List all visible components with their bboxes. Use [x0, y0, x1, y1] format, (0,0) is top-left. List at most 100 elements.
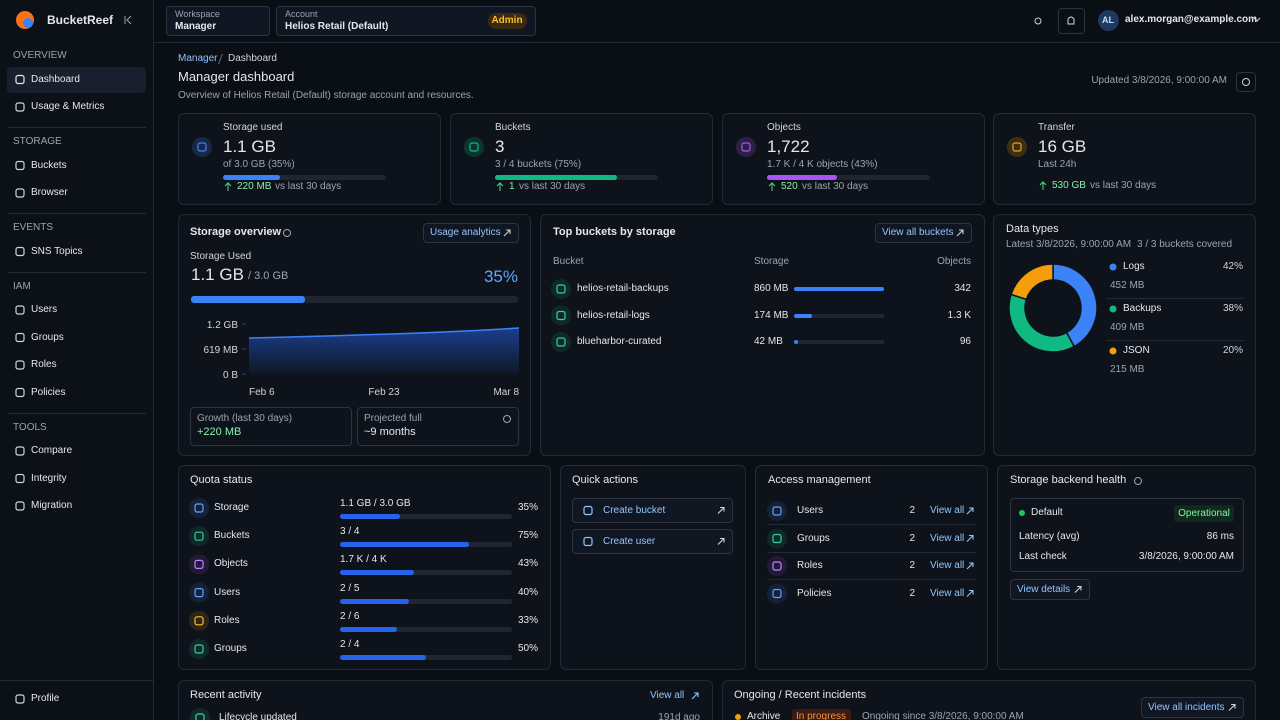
nav-item[interactable]: Profile	[31, 693, 60, 704]
text[interactable]: Create user	[603, 535, 656, 547]
text: 2	[909, 587, 915, 599]
link[interactable]: View all	[930, 532, 965, 544]
button[interactable]	[1141, 697, 1244, 718]
nav-item[interactable]: Groups	[31, 331, 64, 343]
nav-active[interactable]	[7, 66, 146, 93]
theme-icon	[1034, 17, 1042, 25]
text: Storage used	[223, 122, 283, 133]
text[interactable]: blueharbor-curated	[577, 336, 662, 347]
link[interactable]: View all	[650, 690, 685, 701]
bar-track	[767, 175, 930, 180]
text: 96	[959, 336, 971, 347]
action-button[interactable]	[572, 498, 733, 523]
text: Transfer	[1038, 122, 1075, 133]
bar-track	[340, 514, 512, 519]
nav-item[interactable]: Users	[31, 304, 58, 315]
text: Quick actions	[572, 474, 639, 487]
divider	[8, 213, 146, 214]
brand: BucketReef	[47, 12, 114, 27]
text: 215 MB	[1110, 364, 1145, 375]
section-title: TOOLS	[13, 421, 47, 433]
button-label[interactable]: View details	[1017, 583, 1071, 595]
text: Ongoing / Recent incidents	[734, 689, 867, 702]
workspace-select[interactable]	[166, 6, 270, 36]
text: Manager	[175, 21, 217, 32]
text: 43%	[517, 558, 538, 570]
text: 3/8/2026, 9:00:00 AM	[1138, 551, 1234, 562]
button[interactable]	[423, 223, 519, 243]
text: Recent activity	[190, 689, 262, 702]
bar-track	[191, 296, 518, 303]
divider	[8, 127, 146, 128]
text: 2	[909, 505, 915, 516]
bar	[191, 296, 306, 303]
refresh-button[interactable]	[1236, 72, 1256, 92]
divider	[0, 680, 154, 681]
nav-item[interactable]: Integrity	[31, 472, 67, 484]
role-badge	[488, 13, 527, 29]
text: +220 MB	[197, 426, 242, 439]
text: Latest 3/8/2026, 9:00:00 AM	[1006, 239, 1132, 250]
text: Storage backend health	[1010, 474, 1127, 487]
link[interactable]: View all	[930, 560, 965, 571]
text: 1.3 K	[947, 309, 971, 321]
action-button[interactable]	[572, 529, 733, 554]
stat-card	[722, 113, 985, 205]
bar	[495, 175, 618, 180]
health-box	[1010, 498, 1244, 572]
nav-item[interactable]: Browser	[31, 187, 68, 198]
text: 2 / 4	[340, 639, 360, 650]
text: Top buckets by storage	[553, 226, 676, 239]
button-label[interactable]: Usage analytics	[430, 227, 501, 238]
bar-track	[794, 313, 884, 318]
text[interactable]: Create bucket	[603, 504, 666, 516]
text: 191d ago	[658, 712, 700, 720]
text: vs last 30 days	[802, 181, 869, 192]
divider	[1106, 340, 1244, 341]
stat-card	[450, 113, 713, 205]
text: Account	[285, 8, 318, 19]
text: 860 MB	[754, 283, 789, 294]
bar	[340, 514, 401, 519]
section-title: IAM	[13, 280, 31, 292]
text: 520	[781, 181, 798, 192]
text[interactable]: helios-retail-backups	[577, 283, 669, 294]
text: 75%	[517, 530, 538, 542]
card	[540, 214, 985, 456]
text: 2 / 5	[340, 582, 360, 594]
bar	[767, 175, 838, 180]
nav-item[interactable]: Compare	[31, 445, 73, 456]
text: 3 / 3 buckets covered	[1137, 239, 1233, 250]
notifications[interactable]	[1058, 8, 1085, 34]
button[interactable]	[1010, 579, 1090, 600]
text: Policies	[797, 587, 832, 599]
link[interactable]: View all	[930, 505, 965, 516]
text: 3	[495, 136, 505, 156]
bar	[794, 313, 813, 318]
nav-item[interactable]: Usage & Metrics	[31, 101, 105, 112]
text[interactable]: alex.morgan@example.com	[1125, 14, 1258, 25]
button[interactable]	[875, 223, 972, 243]
text: Buckets	[495, 122, 531, 133]
section-title: STORAGE	[13, 136, 62, 147]
text: 3 / 4	[340, 526, 360, 538]
breadcrumb[interactable]: Manager	[178, 53, 218, 64]
bar-track	[340, 626, 512, 632]
button-label[interactable]: View all buckets	[882, 227, 954, 238]
text[interactable]: helios-retail-logs	[577, 309, 650, 321]
nav-item[interactable]: Roles	[31, 359, 57, 370]
card	[997, 465, 1256, 670]
nav-item[interactable]: Dashboard	[31, 73, 80, 85]
nav-item[interactable]: Buckets	[31, 159, 67, 171]
text: Roles	[797, 560, 823, 571]
sidebar	[0, 0, 154, 720]
divider	[767, 524, 976, 525]
nav-item[interactable]: Migration	[31, 500, 73, 511]
nav-item[interactable]: Policies	[31, 386, 66, 398]
text: 20%	[1222, 345, 1243, 356]
button-label[interactable]: View all incidents	[1148, 701, 1225, 713]
text: Objects	[767, 122, 801, 133]
nav-item[interactable]: SNS Topics	[31, 245, 83, 257]
link[interactable]: View all	[930, 587, 965, 599]
